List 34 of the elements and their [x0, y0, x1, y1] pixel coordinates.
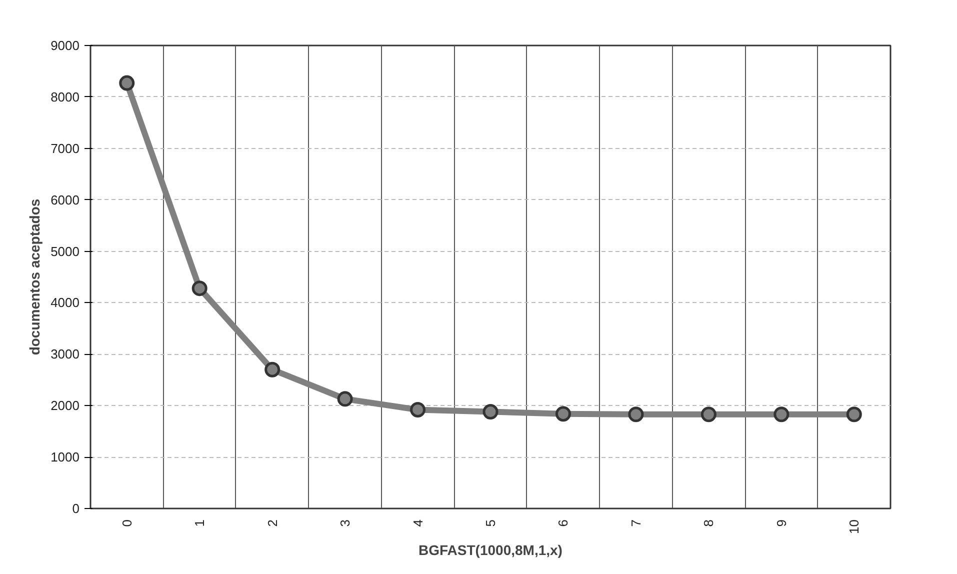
x-tick-label: 4: [410, 519, 426, 527]
y-axis-title: documentos aceptados: [26, 198, 43, 356]
y-tick-label: 4000: [50, 295, 80, 310]
x-tick-label: 6: [556, 519, 571, 527]
y-tick-label: 1000: [50, 450, 80, 465]
point: [337, 391, 353, 407]
x-tick-label: 3: [338, 519, 353, 527]
point: [192, 280, 208, 296]
point: [482, 404, 498, 420]
x-tick-label: 7: [628, 519, 644, 527]
point: [846, 406, 862, 422]
point: [555, 406, 571, 422]
y-tick-label: 8000: [50, 89, 80, 104]
y-tick-label: 9000: [50, 38, 80, 53]
y-tick-label: 0: [72, 501, 80, 516]
x-tick-label: 10: [846, 519, 862, 534]
point: [410, 402, 426, 418]
y-tick-label: 5000: [50, 244, 80, 259]
y-tick-label: 6000: [50, 192, 80, 208]
x-tick-label: 8: [701, 519, 716, 527]
x-tick-label: 0: [119, 519, 134, 527]
y-tick-label: 7000: [50, 140, 80, 156]
point: [628, 406, 644, 422]
point: [774, 406, 790, 422]
x-tick-label: 5: [483, 519, 498, 527]
point: [264, 362, 280, 378]
x-tick-label: 1: [192, 519, 208, 527]
point: [700, 406, 716, 422]
point: [119, 75, 135, 91]
y-tick-label: 2000: [50, 398, 80, 414]
x-tick-label: 2: [264, 519, 280, 527]
y-tick-label: 3000: [50, 346, 80, 362]
x-tick-label: 9: [774, 519, 789, 527]
x-axis-title: BGFAST(1000,8M,1,x): [418, 542, 562, 558]
